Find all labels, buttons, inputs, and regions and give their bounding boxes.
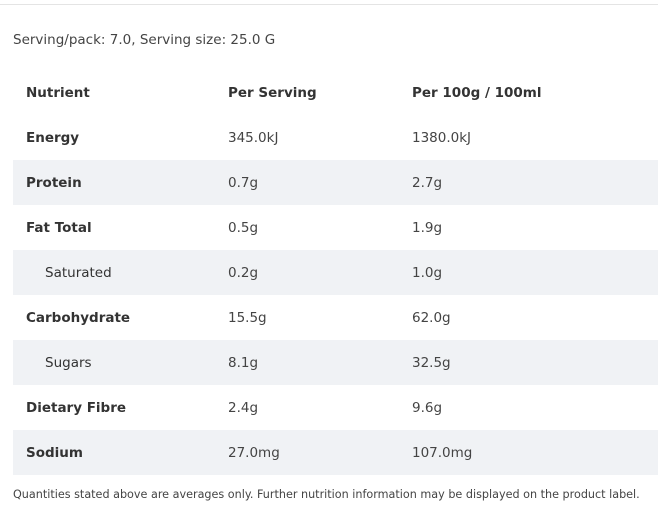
per-100-value: 62.0g <box>412 309 451 326</box>
table-row: Fat Total 0.5g 1.9g <box>13 205 658 250</box>
per-100-value: 107.0mg <box>412 430 658 475</box>
per-100-value: 9.6g <box>412 399 443 416</box>
header-per-serving: Per Serving <box>228 84 317 101</box>
per-serving-value: 345.0kJ <box>228 129 279 146</box>
table-row: Sugars 8.1g 32.5g <box>13 340 658 385</box>
per-serving-value: 0.2g <box>228 250 412 295</box>
table-row: Energy 345.0kJ 1380.0kJ <box>13 115 658 160</box>
per-100-value: 2.7g <box>412 160 658 205</box>
per-100-value: 1.0g <box>412 250 658 295</box>
nutrient-name: Energy <box>26 129 80 146</box>
nutrition-table: Nutrient Per Serving Per 100g / 100ml En… <box>13 70 658 475</box>
per-serving-value: 2.4g <box>228 399 259 416</box>
nutrient-name: Sodium <box>13 430 228 475</box>
nutrient-name: Carbohydrate <box>26 309 131 326</box>
table-row: Carbohydrate 15.5g 62.0g <box>13 295 658 340</box>
nutrient-name: Sugars <box>13 340 228 385</box>
per-serving-value: 0.7g <box>228 160 412 205</box>
per-100-value: 32.5g <box>412 340 658 385</box>
per-serving-value: 0.5g <box>228 219 259 236</box>
nutrient-name: Dietary Fibre <box>26 399 127 416</box>
nutrient-name: Saturated <box>13 250 228 295</box>
header-nutrient: Nutrient <box>26 84 90 101</box>
nutrient-name: Protein <box>13 160 228 205</box>
table-row: Dietary Fibre 2.4g 9.6g <box>13 385 658 430</box>
table-row: Sodium 27.0mg 107.0mg <box>13 430 658 475</box>
table-header-row: Nutrient Per Serving Per 100g / 100ml <box>13 70 658 115</box>
footnote: Quantities stated above are averages onl… <box>13 488 640 501</box>
per-100-value: 1380.0kJ <box>412 129 472 146</box>
nutrient-name: Fat Total <box>26 219 92 236</box>
table-row: Saturated 0.2g 1.0g <box>13 250 658 295</box>
per-serving-value: 15.5g <box>228 309 267 326</box>
per-serving-value: 27.0mg <box>228 430 412 475</box>
per-100-value: 1.9g <box>412 219 443 236</box>
serving-info: Serving/pack: 7.0, Serving size: 25.0 G <box>13 32 276 48</box>
table-row: Protein 0.7g 2.7g <box>13 160 658 205</box>
top-divider <box>0 4 658 5</box>
per-serving-value: 8.1g <box>228 340 412 385</box>
header-per-100: Per 100g / 100ml <box>412 84 542 101</box>
